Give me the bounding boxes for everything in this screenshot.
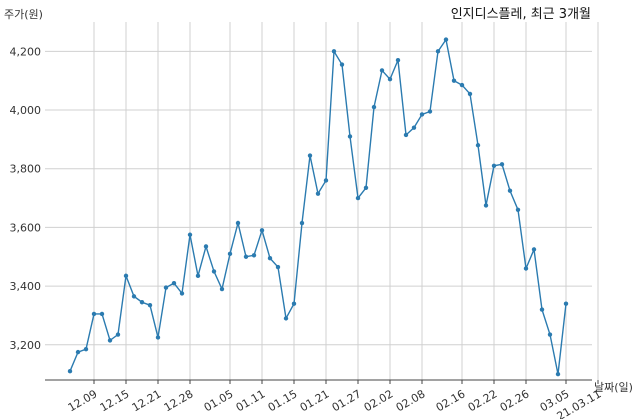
x-tick-label: 01.11 bbox=[234, 387, 268, 414]
data-point bbox=[227, 251, 233, 257]
data-point bbox=[251, 253, 257, 258]
x-tick-label: 02.08 bbox=[394, 387, 428, 414]
data-point bbox=[355, 195, 361, 201]
y-tick-label: 3,800 bbox=[10, 163, 42, 176]
grid-lines bbox=[45, 22, 599, 380]
data-point bbox=[67, 368, 73, 374]
data-point bbox=[243, 254, 249, 259]
x-tick-label: 01.27 bbox=[330, 387, 364, 414]
data-point bbox=[179, 291, 185, 296]
data-point bbox=[107, 338, 113, 343]
data-point bbox=[459, 82, 465, 88]
data-point bbox=[187, 232, 193, 237]
series-line bbox=[69, 37, 567, 375]
axes bbox=[45, 379, 599, 384]
data-point bbox=[123, 273, 129, 279]
data-point bbox=[291, 301, 297, 306]
x-axis-label: 날짜(일) bbox=[594, 380, 633, 394]
y-axis-label: 주가(원) bbox=[4, 8, 43, 21]
data-point bbox=[115, 332, 121, 337]
chart-title: 인지디스플레, 최근 3개월 bbox=[451, 7, 591, 22]
x-tick-label: 02.26 bbox=[498, 387, 532, 414]
data-point bbox=[75, 349, 81, 355]
data-point bbox=[275, 264, 281, 270]
x-tick-label: 12.09 bbox=[66, 387, 100, 414]
data-point bbox=[443, 37, 449, 42]
data-point bbox=[547, 332, 553, 337]
data-point bbox=[427, 109, 433, 114]
data-point bbox=[539, 307, 545, 312]
data-point bbox=[515, 207, 521, 213]
data-point bbox=[331, 49, 337, 54]
data-point bbox=[555, 371, 561, 377]
data-point bbox=[523, 266, 529, 271]
data-point bbox=[219, 286, 225, 292]
data-point bbox=[395, 57, 401, 63]
x-tick-label: 12.28 bbox=[162, 387, 196, 414]
data-point bbox=[435, 49, 441, 54]
x-tick-label: 02.16 bbox=[434, 387, 468, 414]
data-point bbox=[347, 134, 353, 139]
y-tick-label: 4,000 bbox=[10, 104, 42, 117]
data-point bbox=[171, 280, 177, 286]
data-point bbox=[563, 301, 569, 306]
data-point bbox=[163, 285, 169, 290]
data-point bbox=[99, 311, 105, 317]
data-point bbox=[83, 346, 89, 352]
x-tick-label: 01.05 bbox=[202, 387, 236, 414]
data-point bbox=[147, 302, 153, 308]
data-point bbox=[531, 247, 537, 252]
data-point bbox=[419, 112, 425, 117]
data-point bbox=[155, 335, 161, 340]
x-tick-label: 01.15 bbox=[266, 387, 300, 414]
data-point bbox=[259, 228, 265, 233]
data-point bbox=[283, 316, 289, 321]
data-point bbox=[499, 162, 505, 167]
data-point bbox=[315, 191, 321, 196]
data-point bbox=[299, 220, 305, 226]
y-tick-label: 4,200 bbox=[10, 45, 42, 58]
data-point bbox=[307, 153, 313, 158]
data-point bbox=[411, 125, 417, 130]
data-point bbox=[195, 273, 201, 279]
x-tick-label: 02.02 bbox=[362, 387, 396, 414]
x-tick-label: 01.21 bbox=[298, 387, 332, 414]
data-point bbox=[451, 78, 457, 83]
data-point bbox=[467, 91, 473, 97]
data-point bbox=[475, 143, 481, 148]
y-tick-label: 3,600 bbox=[10, 221, 42, 234]
data-point bbox=[267, 256, 273, 261]
data-point bbox=[91, 311, 97, 317]
data-point bbox=[403, 132, 409, 138]
data-point bbox=[363, 185, 369, 190]
data-point bbox=[235, 220, 241, 226]
data-point bbox=[339, 62, 345, 67]
data-point bbox=[323, 178, 329, 183]
y-tick-label: 3,200 bbox=[10, 339, 42, 352]
data-point bbox=[379, 68, 385, 73]
series-layer bbox=[69, 37, 567, 375]
data-point bbox=[139, 300, 145, 305]
data-point bbox=[211, 269, 217, 274]
y-tick-labels: 3,200 3,400 3,600 3,800 4,000 4,200 bbox=[10, 45, 42, 351]
data-point bbox=[491, 163, 497, 168]
data-point bbox=[371, 104, 377, 110]
x-tick-label: 12.21 bbox=[130, 387, 164, 414]
data-point bbox=[387, 77, 393, 82]
x-tick-label: 02.22 bbox=[466, 387, 500, 414]
point-layer bbox=[67, 37, 569, 377]
data-point bbox=[483, 203, 489, 208]
data-point bbox=[507, 188, 513, 193]
data-point bbox=[131, 294, 137, 299]
x-tick-label: 12.15 bbox=[98, 387, 132, 414]
y-tick-label: 3,400 bbox=[10, 280, 42, 293]
data-point bbox=[203, 244, 209, 249]
